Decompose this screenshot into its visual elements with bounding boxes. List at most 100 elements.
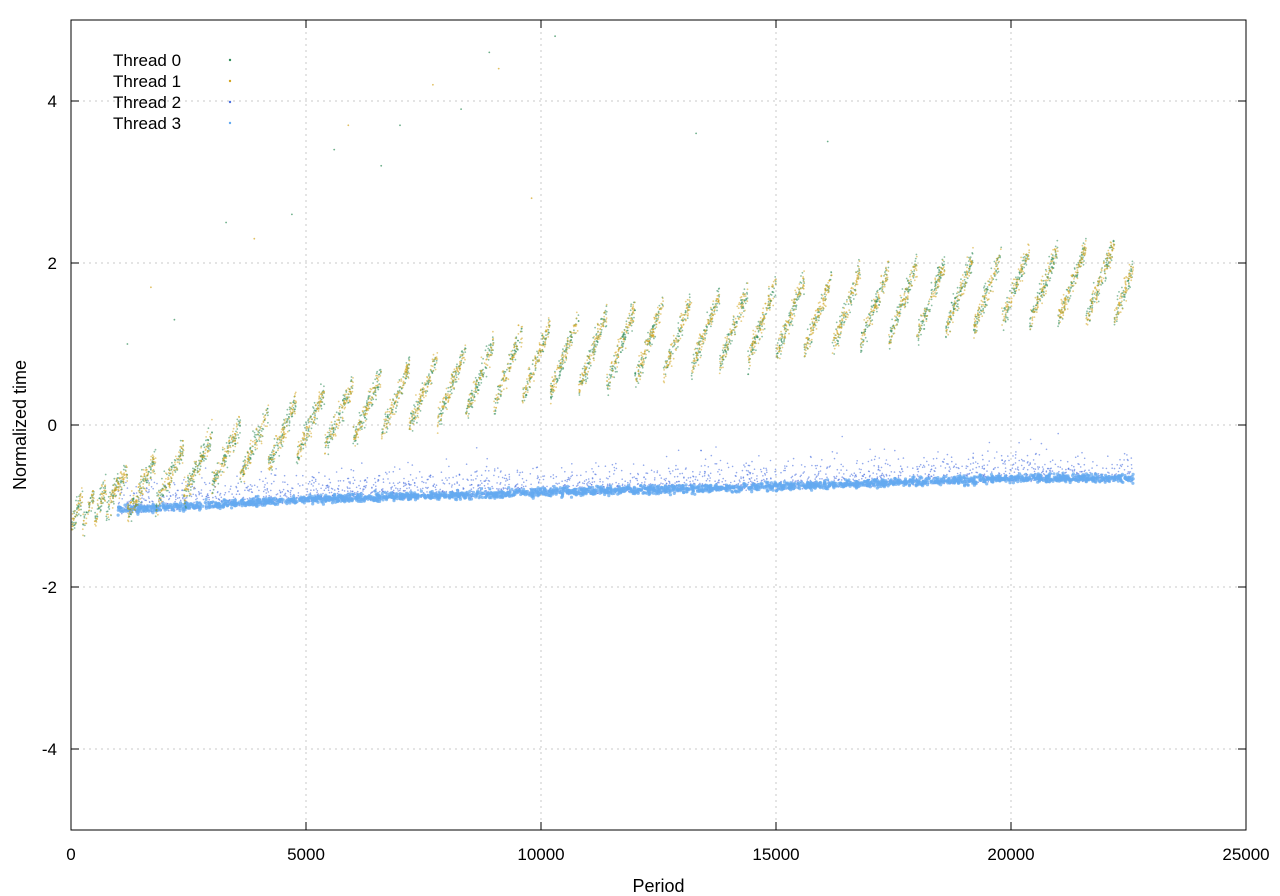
data-point <box>704 458 707 461</box>
data-point <box>653 489 657 493</box>
data-point <box>855 474 857 476</box>
data-point <box>477 485 479 487</box>
data-point <box>151 500 153 503</box>
data-point <box>840 463 842 466</box>
data-point <box>571 474 574 477</box>
data-point <box>1004 467 1007 469</box>
data-point <box>1052 472 1056 476</box>
data-point <box>714 463 716 465</box>
data-point <box>651 491 656 495</box>
data-point <box>392 470 395 473</box>
data-point <box>994 466 996 469</box>
data-point <box>532 467 534 470</box>
data-point <box>994 477 998 481</box>
data-point <box>537 482 540 484</box>
data-point <box>974 482 978 486</box>
data-point <box>1121 286 1123 289</box>
data-point <box>1022 468 1025 471</box>
data-point <box>930 475 932 478</box>
data-point <box>321 502 325 506</box>
data-point <box>170 507 174 511</box>
data-point <box>428 494 432 498</box>
data-point <box>814 478 816 480</box>
data-point <box>411 464 414 466</box>
data-point <box>514 485 517 488</box>
data-point <box>284 492 287 495</box>
data-point <box>371 486 373 489</box>
data-point <box>173 483 176 486</box>
data-point <box>613 469 616 472</box>
data-point <box>1083 470 1086 473</box>
data-point <box>319 493 323 497</box>
data-point <box>118 501 120 504</box>
data-point <box>692 470 694 473</box>
data-point <box>613 466 616 469</box>
data-point <box>479 480 482 482</box>
data-point <box>1033 470 1036 473</box>
data-point <box>555 482 557 485</box>
data-point <box>243 482 246 485</box>
data-point <box>603 491 607 495</box>
data-point <box>629 472 632 475</box>
data-point <box>566 488 570 492</box>
data-point <box>448 465 450 468</box>
data-point <box>819 465 822 468</box>
data-point <box>589 482 591 485</box>
data-point <box>932 458 935 460</box>
data-point <box>870 459 873 461</box>
data-point <box>605 313 607 316</box>
data-point <box>212 496 214 499</box>
data-point <box>373 489 377 493</box>
data-point <box>1126 472 1129 475</box>
data-point <box>1061 468 1063 470</box>
data-point <box>299 495 303 499</box>
data-point <box>1018 472 1022 476</box>
data-point <box>347 477 350 480</box>
data-point <box>174 492 177 495</box>
data-point <box>337 480 340 482</box>
data-point <box>983 464 985 467</box>
data-point <box>714 480 716 483</box>
data-point <box>704 464 706 467</box>
data-point <box>1060 459 1062 462</box>
data-point <box>339 495 343 499</box>
data-point <box>348 481 350 483</box>
data-point <box>814 464 817 467</box>
data-point <box>1039 476 1043 480</box>
data-point <box>206 493 209 495</box>
data-point <box>1003 472 1005 475</box>
data-point <box>1131 467 1133 470</box>
data-point <box>266 489 269 491</box>
data-point <box>375 485 377 488</box>
data-point <box>422 481 425 484</box>
data-point <box>816 464 818 467</box>
data-point <box>327 489 330 492</box>
data-point <box>841 476 843 478</box>
data-point <box>407 461 409 464</box>
data-point <box>492 487 494 490</box>
data-point <box>124 508 128 512</box>
data-point <box>352 482 355 485</box>
data-point <box>337 490 340 493</box>
data-point <box>944 467 947 469</box>
data-point <box>326 486 329 488</box>
data-point <box>756 478 758 480</box>
data-point <box>688 484 690 487</box>
data-point <box>137 510 141 514</box>
data-point <box>1112 477 1116 481</box>
data-point <box>521 477 524 480</box>
data-point <box>179 499 182 502</box>
data-point <box>1049 470 1052 472</box>
data-point <box>927 477 931 481</box>
data-point <box>419 489 423 493</box>
data-point <box>823 479 827 483</box>
data-point <box>538 487 543 492</box>
data-point <box>220 496 223 499</box>
data-point <box>483 493 486 495</box>
data-point <box>770 477 772 479</box>
data-point <box>825 473 827 475</box>
data-point <box>390 495 394 499</box>
data-point <box>1115 473 1117 475</box>
data-point <box>557 490 562 495</box>
data-point <box>967 458 970 461</box>
